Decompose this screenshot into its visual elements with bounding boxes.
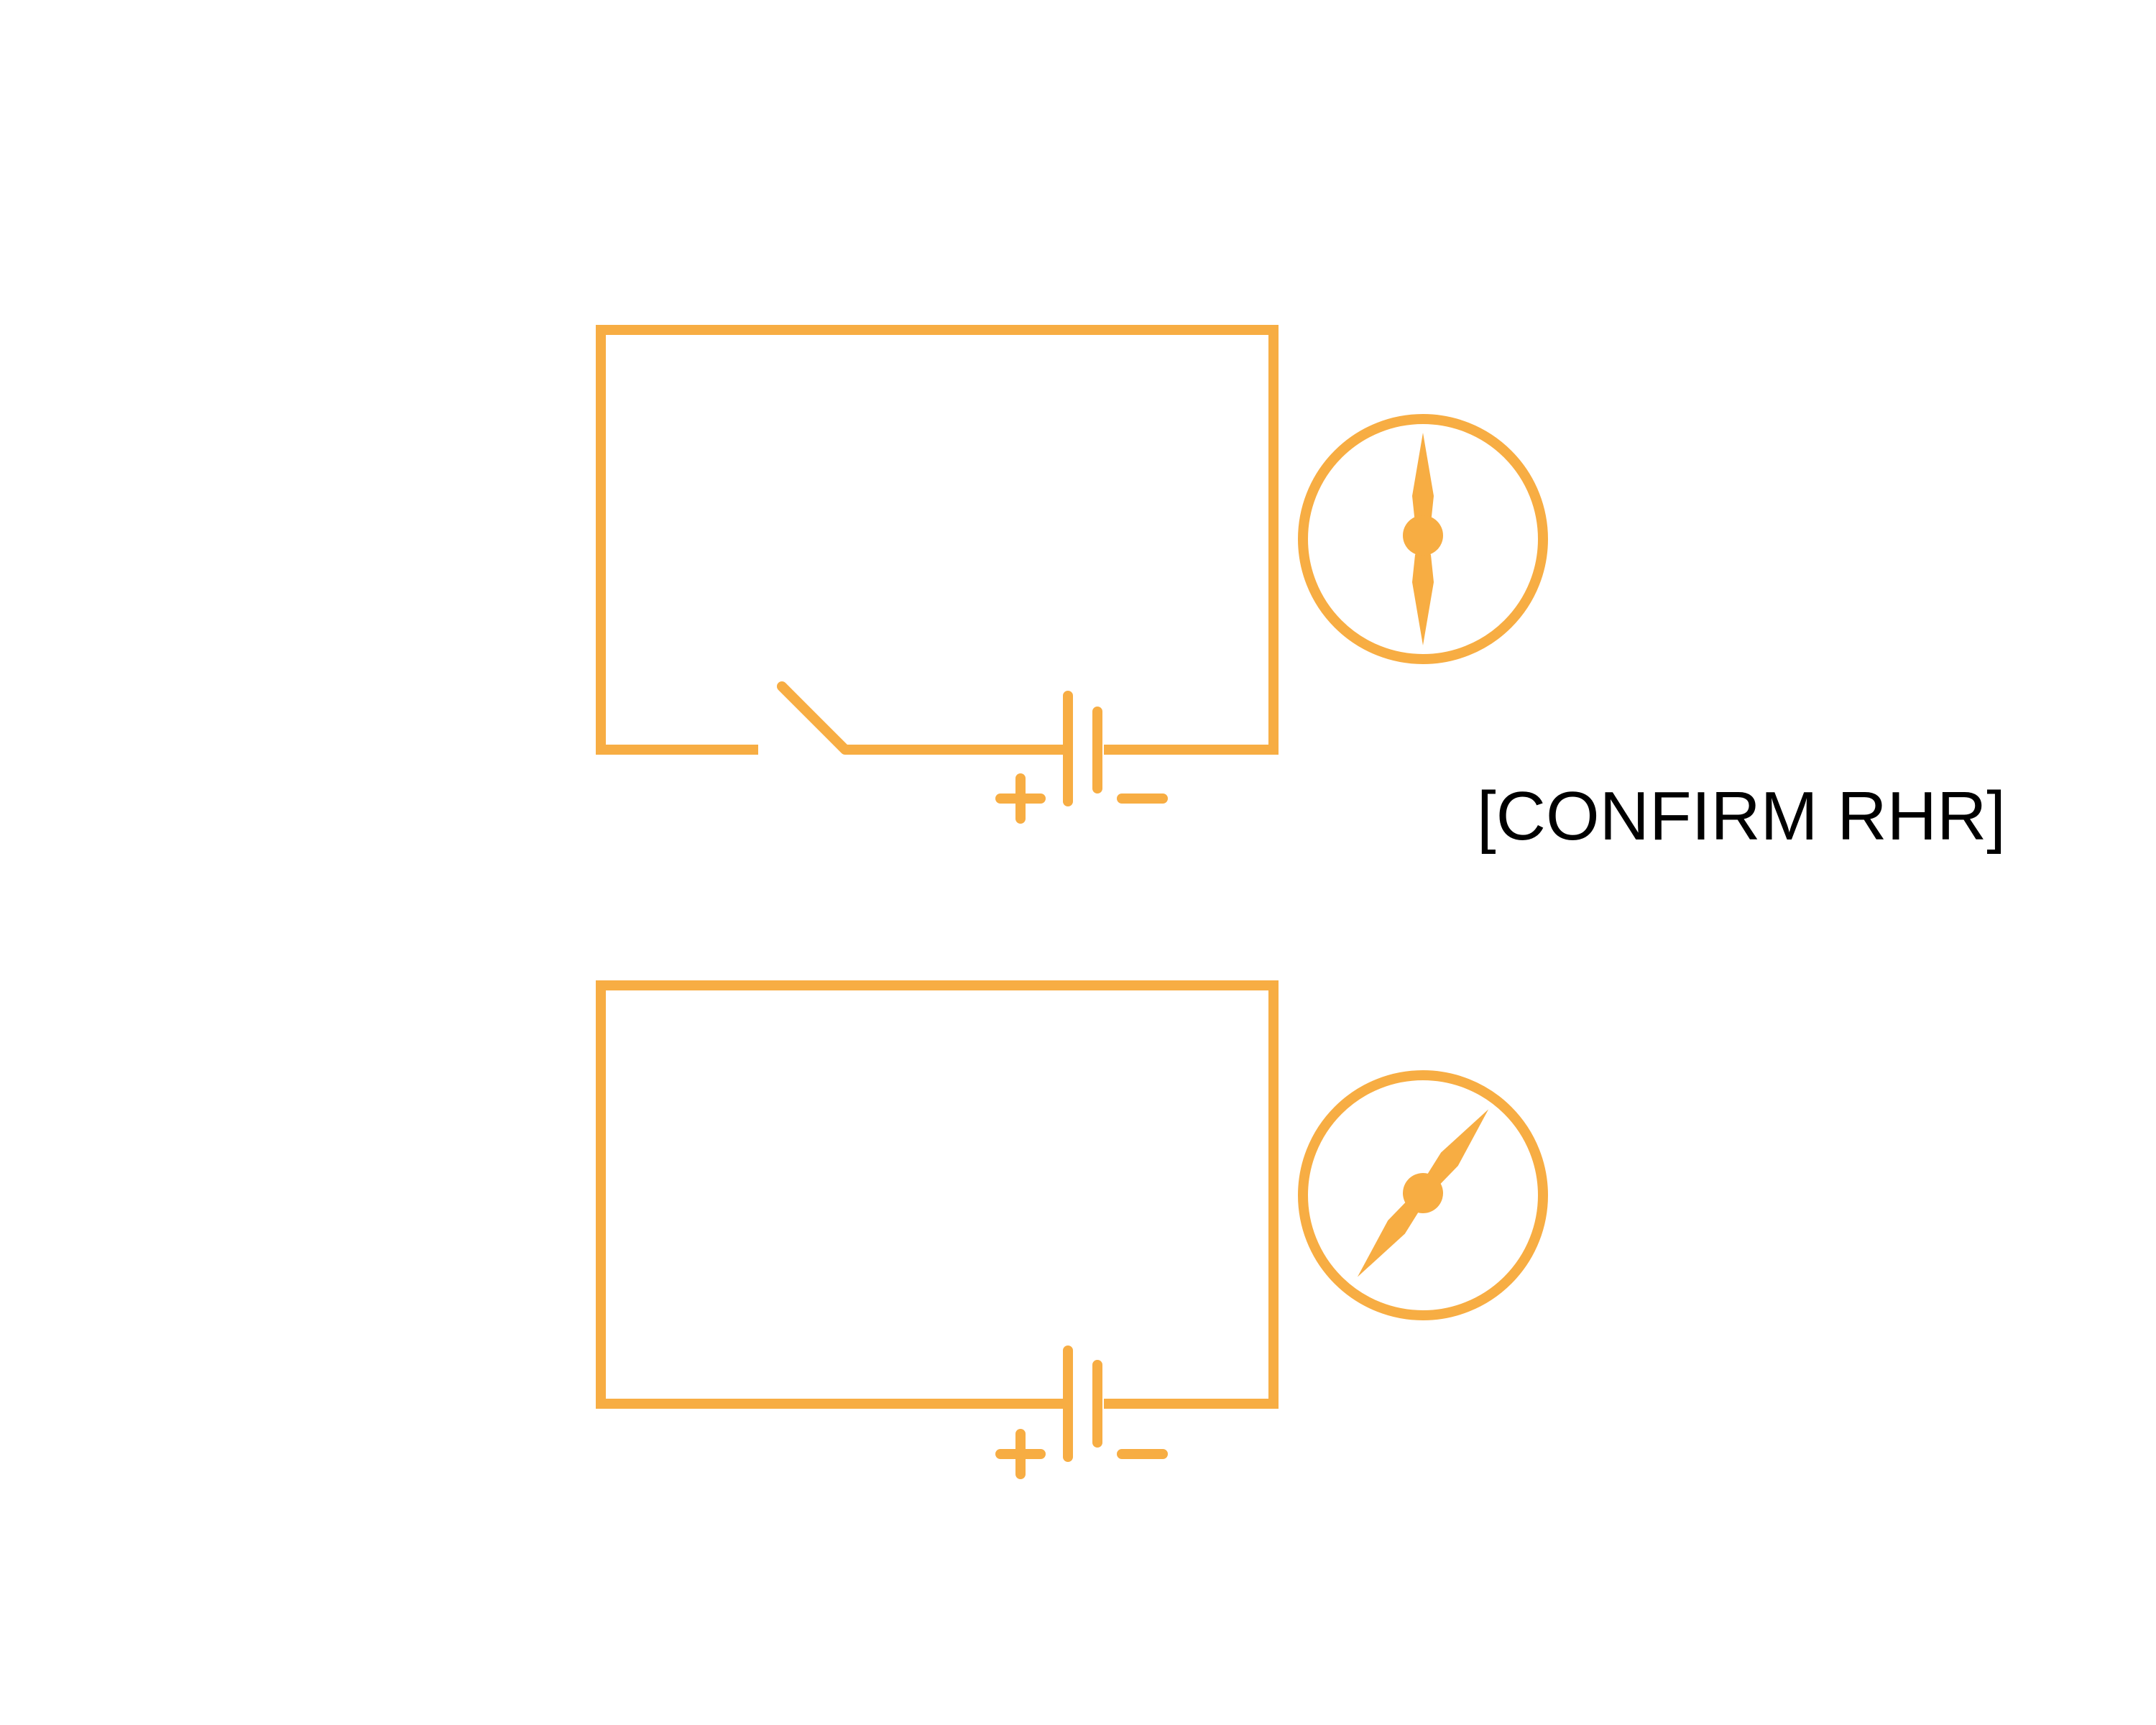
circuit-2 — [596, 980, 1279, 1479]
switch-icon — [777, 681, 850, 755]
circuit-1-wire — [596, 325, 1279, 755]
circuit-1 — [596, 325, 1279, 824]
compass-needle-icon — [1403, 433, 1443, 645]
compass-ring — [1298, 414, 1548, 664]
compass-ring — [1298, 1070, 1548, 1320]
positive-terminal-icon — [995, 773, 1046, 824]
circuit-2-wire — [596, 980, 1279, 1409]
battery-icon — [1063, 1346, 1102, 1462]
compass-needle-icon — [1357, 1109, 1489, 1277]
compass-1 — [1298, 414, 1548, 664]
confirm-rhr-label: [CONFIRM RHR] — [1477, 778, 2006, 855]
compass-2 — [1298, 1070, 1548, 1320]
positive-terminal-icon — [995, 1429, 1046, 1479]
battery-icon — [1063, 691, 1102, 806]
